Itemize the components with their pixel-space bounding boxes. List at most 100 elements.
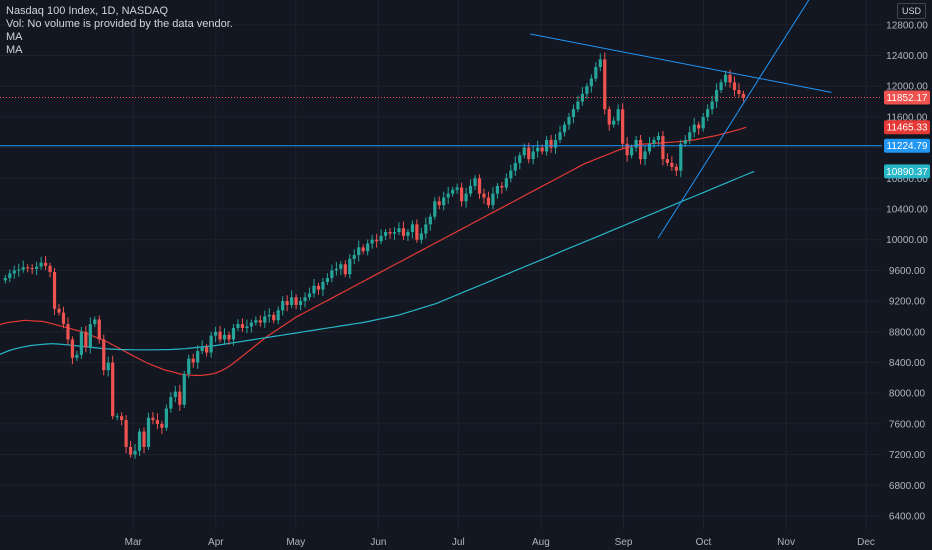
candle-body <box>343 264 347 275</box>
candle-body <box>303 297 307 302</box>
candle-body <box>455 187 459 190</box>
candle-body <box>120 416 124 421</box>
candle-body <box>522 147 526 156</box>
candle-body <box>290 297 294 305</box>
candle-body <box>93 319 97 325</box>
candle-body <box>647 143 652 152</box>
candle-body <box>236 324 240 328</box>
symbol-title[interactable]: Nasdaq 100 Index, 1D, NASDAQ <box>6 5 169 17</box>
candle-body <box>205 347 209 353</box>
price-tag <box>884 90 930 105</box>
candle-body <box>701 116 705 129</box>
y-tick-label: 9200.00 <box>889 297 926 308</box>
y-tick-label: 12800.00 <box>886 20 928 31</box>
candle-body <box>70 339 75 358</box>
candle-body <box>84 331 88 348</box>
candle-body <box>66 324 70 340</box>
currency-badge[interactable]: USD <box>897 3 926 19</box>
y-tick-label: 8800.00 <box>889 327 926 338</box>
y-tick-label: 11600.00 <box>887 112 928 123</box>
candle-body <box>8 273 12 279</box>
candle-body <box>500 185 504 188</box>
candle-body <box>683 139 687 144</box>
x-tick-label: Jun <box>370 537 386 548</box>
time-axis[interactable]: Mar Apr May Jun Jul Aug Sep Oct Nov Dec <box>125 537 875 548</box>
candle-body <box>48 265 52 272</box>
candle-body <box>97 319 101 340</box>
candle-body <box>115 416 119 418</box>
candle-body <box>531 151 535 160</box>
candle-body <box>151 417 155 421</box>
candle-body <box>442 197 446 206</box>
x-tick-label: Mar <box>125 537 143 548</box>
candle-body <box>397 228 401 233</box>
candle-body <box>240 324 245 328</box>
candle-body <box>79 331 83 355</box>
candle-body <box>562 124 567 133</box>
ma-legend-2[interactable]: MA <box>6 44 23 56</box>
y-tick-label: 12000.00 <box>886 82 928 93</box>
candle-body <box>558 132 562 140</box>
candle-body <box>137 431 142 451</box>
candle-body <box>43 262 48 266</box>
candle-body <box>603 59 607 110</box>
candle-body <box>630 147 634 156</box>
ma-legend-1[interactable]: MA <box>6 31 23 43</box>
y-tick-label: 9600.00 <box>889 266 926 277</box>
candle-body <box>258 320 262 323</box>
candle-body <box>379 235 383 242</box>
candle-body <box>401 228 406 236</box>
x-tick-label: May <box>286 537 305 548</box>
candle-body <box>410 224 415 233</box>
candle-body <box>419 233 423 240</box>
candle-body <box>352 255 356 259</box>
ma-fast-line <box>0 126 747 377</box>
price-tags: 11852.17 11465.33 11224.79 10890.37 <box>884 90 930 179</box>
candle-body <box>155 420 160 424</box>
candle-body <box>222 334 227 340</box>
candle-body <box>249 322 253 327</box>
candle-body <box>424 224 428 234</box>
candle-body <box>643 151 647 160</box>
candle-body <box>665 159 669 163</box>
x-tick-label: Dec <box>857 537 875 548</box>
candle-body <box>133 450 137 455</box>
candle-body <box>652 139 656 144</box>
candle-body <box>30 268 34 270</box>
candle-body <box>585 86 589 94</box>
candle-body <box>697 124 701 129</box>
candle-body <box>128 446 133 455</box>
grid <box>0 0 882 530</box>
candle-body <box>710 101 714 110</box>
candle-body <box>594 67 598 79</box>
candle-body <box>245 326 249 328</box>
volume-note: Vol: No volume is provided by the data v… <box>6 18 233 30</box>
candle-body <box>209 335 213 353</box>
candle-body <box>495 185 500 194</box>
ma-slow-line <box>0 170 755 355</box>
candle-body <box>616 109 620 121</box>
candle-body <box>187 358 191 375</box>
candle-body <box>486 197 491 206</box>
drawing-lines[interactable] <box>0 0 882 239</box>
y-tick-label: 6400.00 <box>889 512 926 523</box>
candle-body <box>200 347 204 351</box>
candle-body <box>737 90 741 94</box>
y-tick-label: 10000.00 <box>886 235 928 246</box>
y-tick-label: 7600.00 <box>889 419 926 430</box>
candle-body <box>392 232 397 234</box>
trendline-support <box>657 0 810 239</box>
candle-body <box>451 189 455 194</box>
candle-body <box>366 243 370 252</box>
candle-body <box>191 358 195 363</box>
candle-body <box>213 331 218 336</box>
candle-body <box>388 232 392 234</box>
candle-body <box>325 278 330 282</box>
candle-body <box>728 74 732 83</box>
candle-body <box>415 224 419 240</box>
trendline-resistance <box>530 33 832 93</box>
candle-body <box>106 362 110 371</box>
y-tick-label: 10800.00 <box>886 174 928 185</box>
candle-body <box>513 162 517 171</box>
